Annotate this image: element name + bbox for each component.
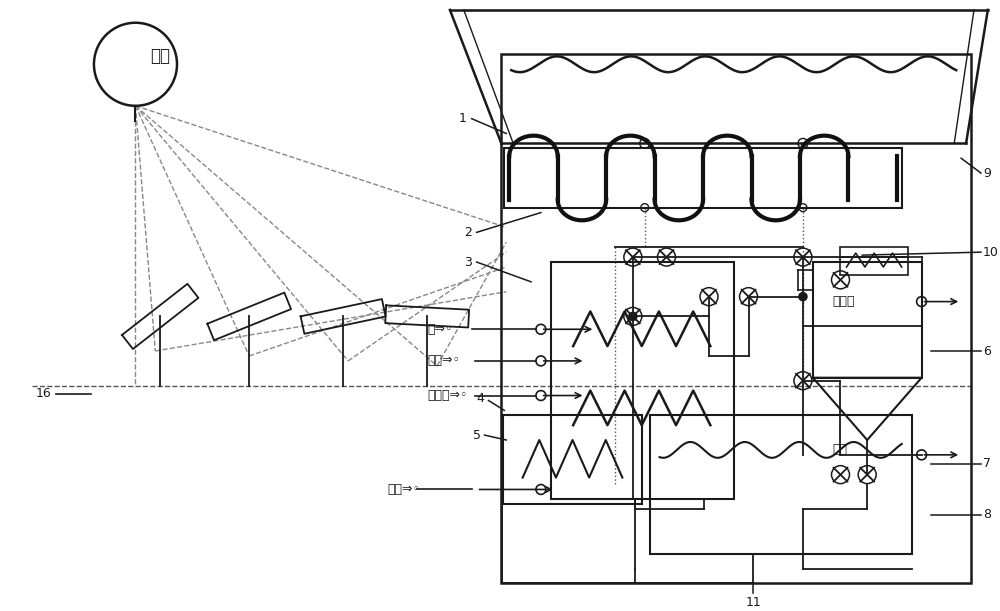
Text: 烟气⇒◦: 烟气⇒◦ bbox=[388, 483, 420, 496]
Text: 水⇒◦: 水⇒◦ bbox=[427, 323, 453, 336]
Bar bbox=[813, 262, 922, 378]
Text: 太阳: 太阳 bbox=[150, 48, 170, 65]
Bar bbox=[503, 415, 642, 504]
Text: 5: 5 bbox=[473, 428, 481, 442]
Bar bbox=[650, 415, 912, 554]
Text: 3: 3 bbox=[464, 255, 472, 268]
Text: 10: 10 bbox=[983, 246, 999, 258]
Text: 灰渣: 灰渣 bbox=[833, 444, 848, 456]
Text: 合成气: 合成气 bbox=[833, 295, 855, 308]
Bar bbox=[840, 247, 908, 275]
Bar bbox=[551, 262, 734, 499]
Text: 4: 4 bbox=[477, 392, 485, 405]
Text: 8: 8 bbox=[983, 508, 991, 521]
Text: 7: 7 bbox=[983, 457, 991, 470]
Text: 11: 11 bbox=[746, 596, 761, 609]
Text: 生物质⇒◦: 生物质⇒◦ bbox=[427, 389, 468, 402]
Circle shape bbox=[629, 312, 637, 320]
Text: 6: 6 bbox=[983, 345, 991, 357]
Text: 2: 2 bbox=[464, 226, 472, 239]
Text: 9: 9 bbox=[983, 167, 991, 180]
Circle shape bbox=[799, 293, 807, 301]
Bar bbox=[501, 54, 971, 584]
Bar bbox=[504, 148, 902, 208]
Text: 烟气⇒◦: 烟气⇒◦ bbox=[427, 354, 460, 367]
Text: 16: 16 bbox=[36, 387, 51, 400]
Text: 1: 1 bbox=[459, 112, 467, 125]
